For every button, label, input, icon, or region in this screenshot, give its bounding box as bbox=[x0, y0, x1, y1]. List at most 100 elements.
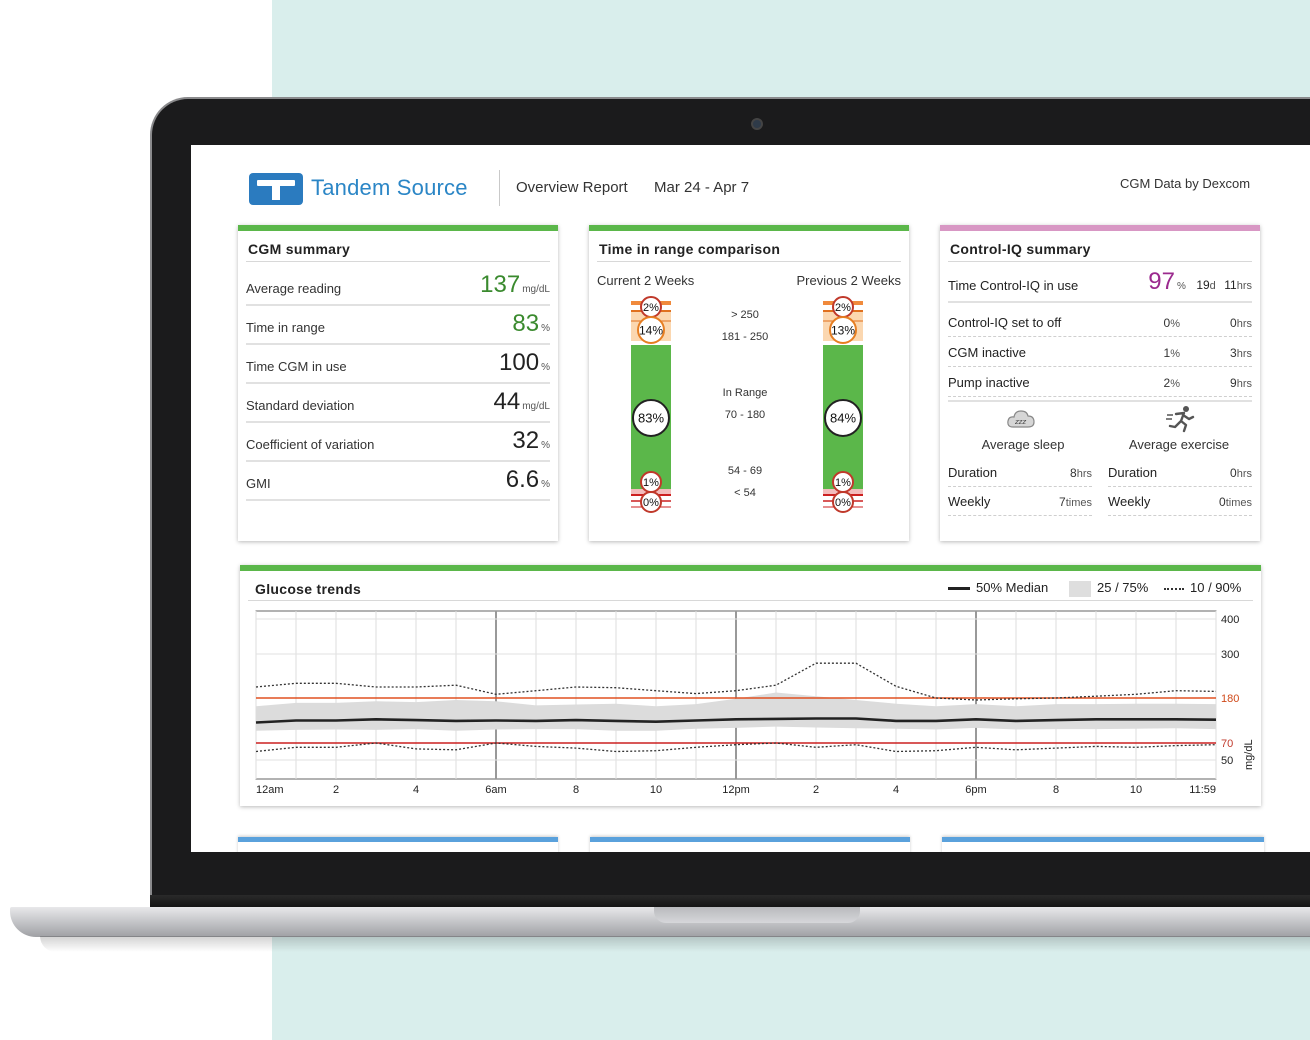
webcam-icon bbox=[751, 118, 763, 130]
row-hrs: 0hrs bbox=[1230, 316, 1252, 330]
row-label: Time in range bbox=[246, 320, 325, 335]
cgm-row-time-in-use: Time CGM in use 100% bbox=[246, 345, 550, 384]
report-date-range: Mar 24 - Apr 7 bbox=[654, 179, 750, 196]
x-tick-label: 10 bbox=[650, 784, 662, 796]
row-label: Standard deviation bbox=[246, 398, 355, 413]
ciq-row-set-to-off: Control-IQ set to off 0% 0hrs bbox=[948, 309, 1252, 337]
card-accent-bar bbox=[940, 225, 1260, 231]
range-label-70-180: 70 - 180 bbox=[724, 409, 766, 421]
control-iq-card: Control-IQ summary Time Control-IQ in us… bbox=[940, 225, 1260, 541]
outer-swatch bbox=[1164, 587, 1184, 590]
bubble-label-r54-69: 1% bbox=[835, 477, 851, 489]
row-label: Control-IQ set to off bbox=[948, 315, 1062, 330]
sleep-cloud-icon: zzz bbox=[1007, 410, 1035, 428]
p90-line bbox=[255, 662, 1217, 701]
card-title: CGM summary bbox=[248, 241, 351, 257]
report-title: Overview Report bbox=[516, 179, 628, 196]
p10-line bbox=[255, 742, 1217, 753]
x-tick-label: 12am bbox=[256, 784, 284, 796]
bubble-label-in-range: 83% bbox=[638, 411, 664, 426]
card-title: Glucose trends bbox=[255, 581, 362, 597]
bubble-below-54 bbox=[640, 491, 662, 513]
y-tick-label: 50 bbox=[1221, 755, 1233, 767]
x-tick-label: 2 bbox=[813, 784, 819, 796]
bubble-label-r181-250: 13% bbox=[831, 323, 855, 337]
laptop-hinge bbox=[150, 895, 1310, 909]
average-exercise-title: Average exercise bbox=[1128, 437, 1230, 452]
row-value: 6.6% bbox=[505, 466, 550, 493]
row-value: 97% 19d 11hrs bbox=[1148, 268, 1252, 295]
row-value: 44 mg/dL bbox=[493, 388, 551, 415]
x-tick-label: 10 bbox=[1130, 784, 1142, 796]
iqr-swatch bbox=[1069, 580, 1091, 597]
laptop-notch bbox=[654, 907, 860, 923]
x-tick-label: 12pm bbox=[722, 784, 750, 796]
tir-comparison-card: Time in range comparison Current 2 Weeks… bbox=[589, 225, 909, 541]
median-swatch bbox=[948, 587, 970, 591]
card-accent-bar bbox=[589, 225, 909, 231]
row-label: Average reading bbox=[246, 281, 342, 296]
header-divider bbox=[499, 170, 500, 206]
brand-name: Tandem Source bbox=[311, 175, 468, 200]
median-line bbox=[255, 717, 1217, 724]
next-card-middle bbox=[590, 837, 910, 852]
bubble-label-above-250: 2% bbox=[643, 302, 659, 314]
ciq-pct-value: 97 bbox=[1148, 268, 1175, 295]
row-value: 83% bbox=[512, 310, 550, 337]
screen: Tandem Source Overview Report Mar 24 - A… bbox=[191, 145, 1310, 852]
y-tick-label: 400 bbox=[1221, 614, 1239, 626]
ciq-row-cgm-inactive: CGM inactive 1% 3hrs bbox=[948, 339, 1252, 367]
range-label-below-54: < 54 bbox=[734, 487, 756, 499]
legend-median: 50% Median bbox=[948, 580, 1048, 595]
current-tir-bar: 2% 14% 83% 1% 0% bbox=[631, 296, 671, 513]
cgm-source-label: CGM Data by Dexcom bbox=[1120, 176, 1251, 191]
tandem-logo-icon bbox=[249, 173, 303, 205]
exercise-duration-row: Duration 0hrs bbox=[1108, 461, 1252, 487]
next-card-left bbox=[238, 837, 558, 852]
svg-text:zzz: zzz bbox=[1014, 418, 1026, 426]
glucose-trends-chart: 400 300 180 70 50 12am 2 4 6am 8 10 12pm 2 4 6pm 8 10 11:… bbox=[255, 610, 1239, 796]
average-sleep-title: Average sleep bbox=[981, 437, 1065, 452]
row-label: CGM inactive bbox=[948, 345, 1027, 360]
x-tick-label: 4 bbox=[413, 784, 419, 796]
x-tick-label: 4 bbox=[893, 784, 899, 796]
bubble-label-below-54: 0% bbox=[835, 497, 851, 509]
x-tick-label: 8 bbox=[573, 784, 579, 796]
previous-period-label: Previous 2 Weeks bbox=[796, 273, 901, 288]
row-label: Time CGM in use bbox=[246, 359, 347, 374]
cgm-row-gmi: GMI 6.6% bbox=[246, 462, 550, 501]
row-pct: 1% bbox=[1163, 346, 1180, 360]
row-label: Coefficient of variation bbox=[246, 437, 375, 452]
tir-bars: 2% 14% 83% 1% 0% 2% 13% 84% 1% 0% bbox=[631, 296, 863, 513]
row-label: Pump inactive bbox=[948, 375, 1030, 390]
x-tick-label: 6am bbox=[485, 784, 506, 796]
card-title: Time in range comparison bbox=[599, 241, 781, 257]
bubble-label-r181-250: 14% bbox=[639, 323, 663, 337]
x-tick-label: 8 bbox=[1053, 784, 1059, 796]
bubble-label-below-54: 0% bbox=[643, 497, 659, 509]
running-person-icon bbox=[1166, 406, 1195, 433]
range-label-54-69: 54 - 69 bbox=[727, 465, 763, 477]
row-value: 32% bbox=[512, 427, 550, 454]
glucose-trends-card: Glucose trends 50% Median 25 / 75% 10 / … bbox=[240, 565, 1261, 806]
y-tick-label: 70 bbox=[1221, 738, 1233, 750]
row-label: Time Control-IQ in use bbox=[948, 278, 1079, 293]
laptop-shadow bbox=[40, 936, 1310, 952]
range-label-in-range: In Range bbox=[722, 387, 768, 399]
row-pct: 2% bbox=[1163, 376, 1180, 390]
bubble-r181-250 bbox=[637, 316, 665, 344]
legend-iqr: 25 / 75% bbox=[1069, 580, 1148, 597]
range-label-above-250: > 250 bbox=[731, 309, 759, 321]
y-unit-label: mg/dL bbox=[1243, 739, 1255, 770]
cgm-row-average: Average reading 137 mg/dL bbox=[246, 267, 550, 306]
bubble-below-54 bbox=[832, 491, 854, 513]
x-tick-label: 2 bbox=[333, 784, 339, 796]
cgm-row-cv: Coefficient of variation 32% bbox=[246, 423, 550, 462]
sleep-weekly-row: Weekly 7times bbox=[948, 490, 1092, 516]
cgm-row-time-in-range: Time in range 83% bbox=[246, 306, 550, 345]
row-pct: 0% bbox=[1163, 316, 1180, 330]
card-accent-bar bbox=[240, 565, 1261, 571]
row-label: GMI bbox=[246, 476, 271, 491]
next-card-right bbox=[942, 837, 1264, 852]
cgm-row-std-dev: Standard deviation 44 mg/dL bbox=[246, 384, 550, 423]
